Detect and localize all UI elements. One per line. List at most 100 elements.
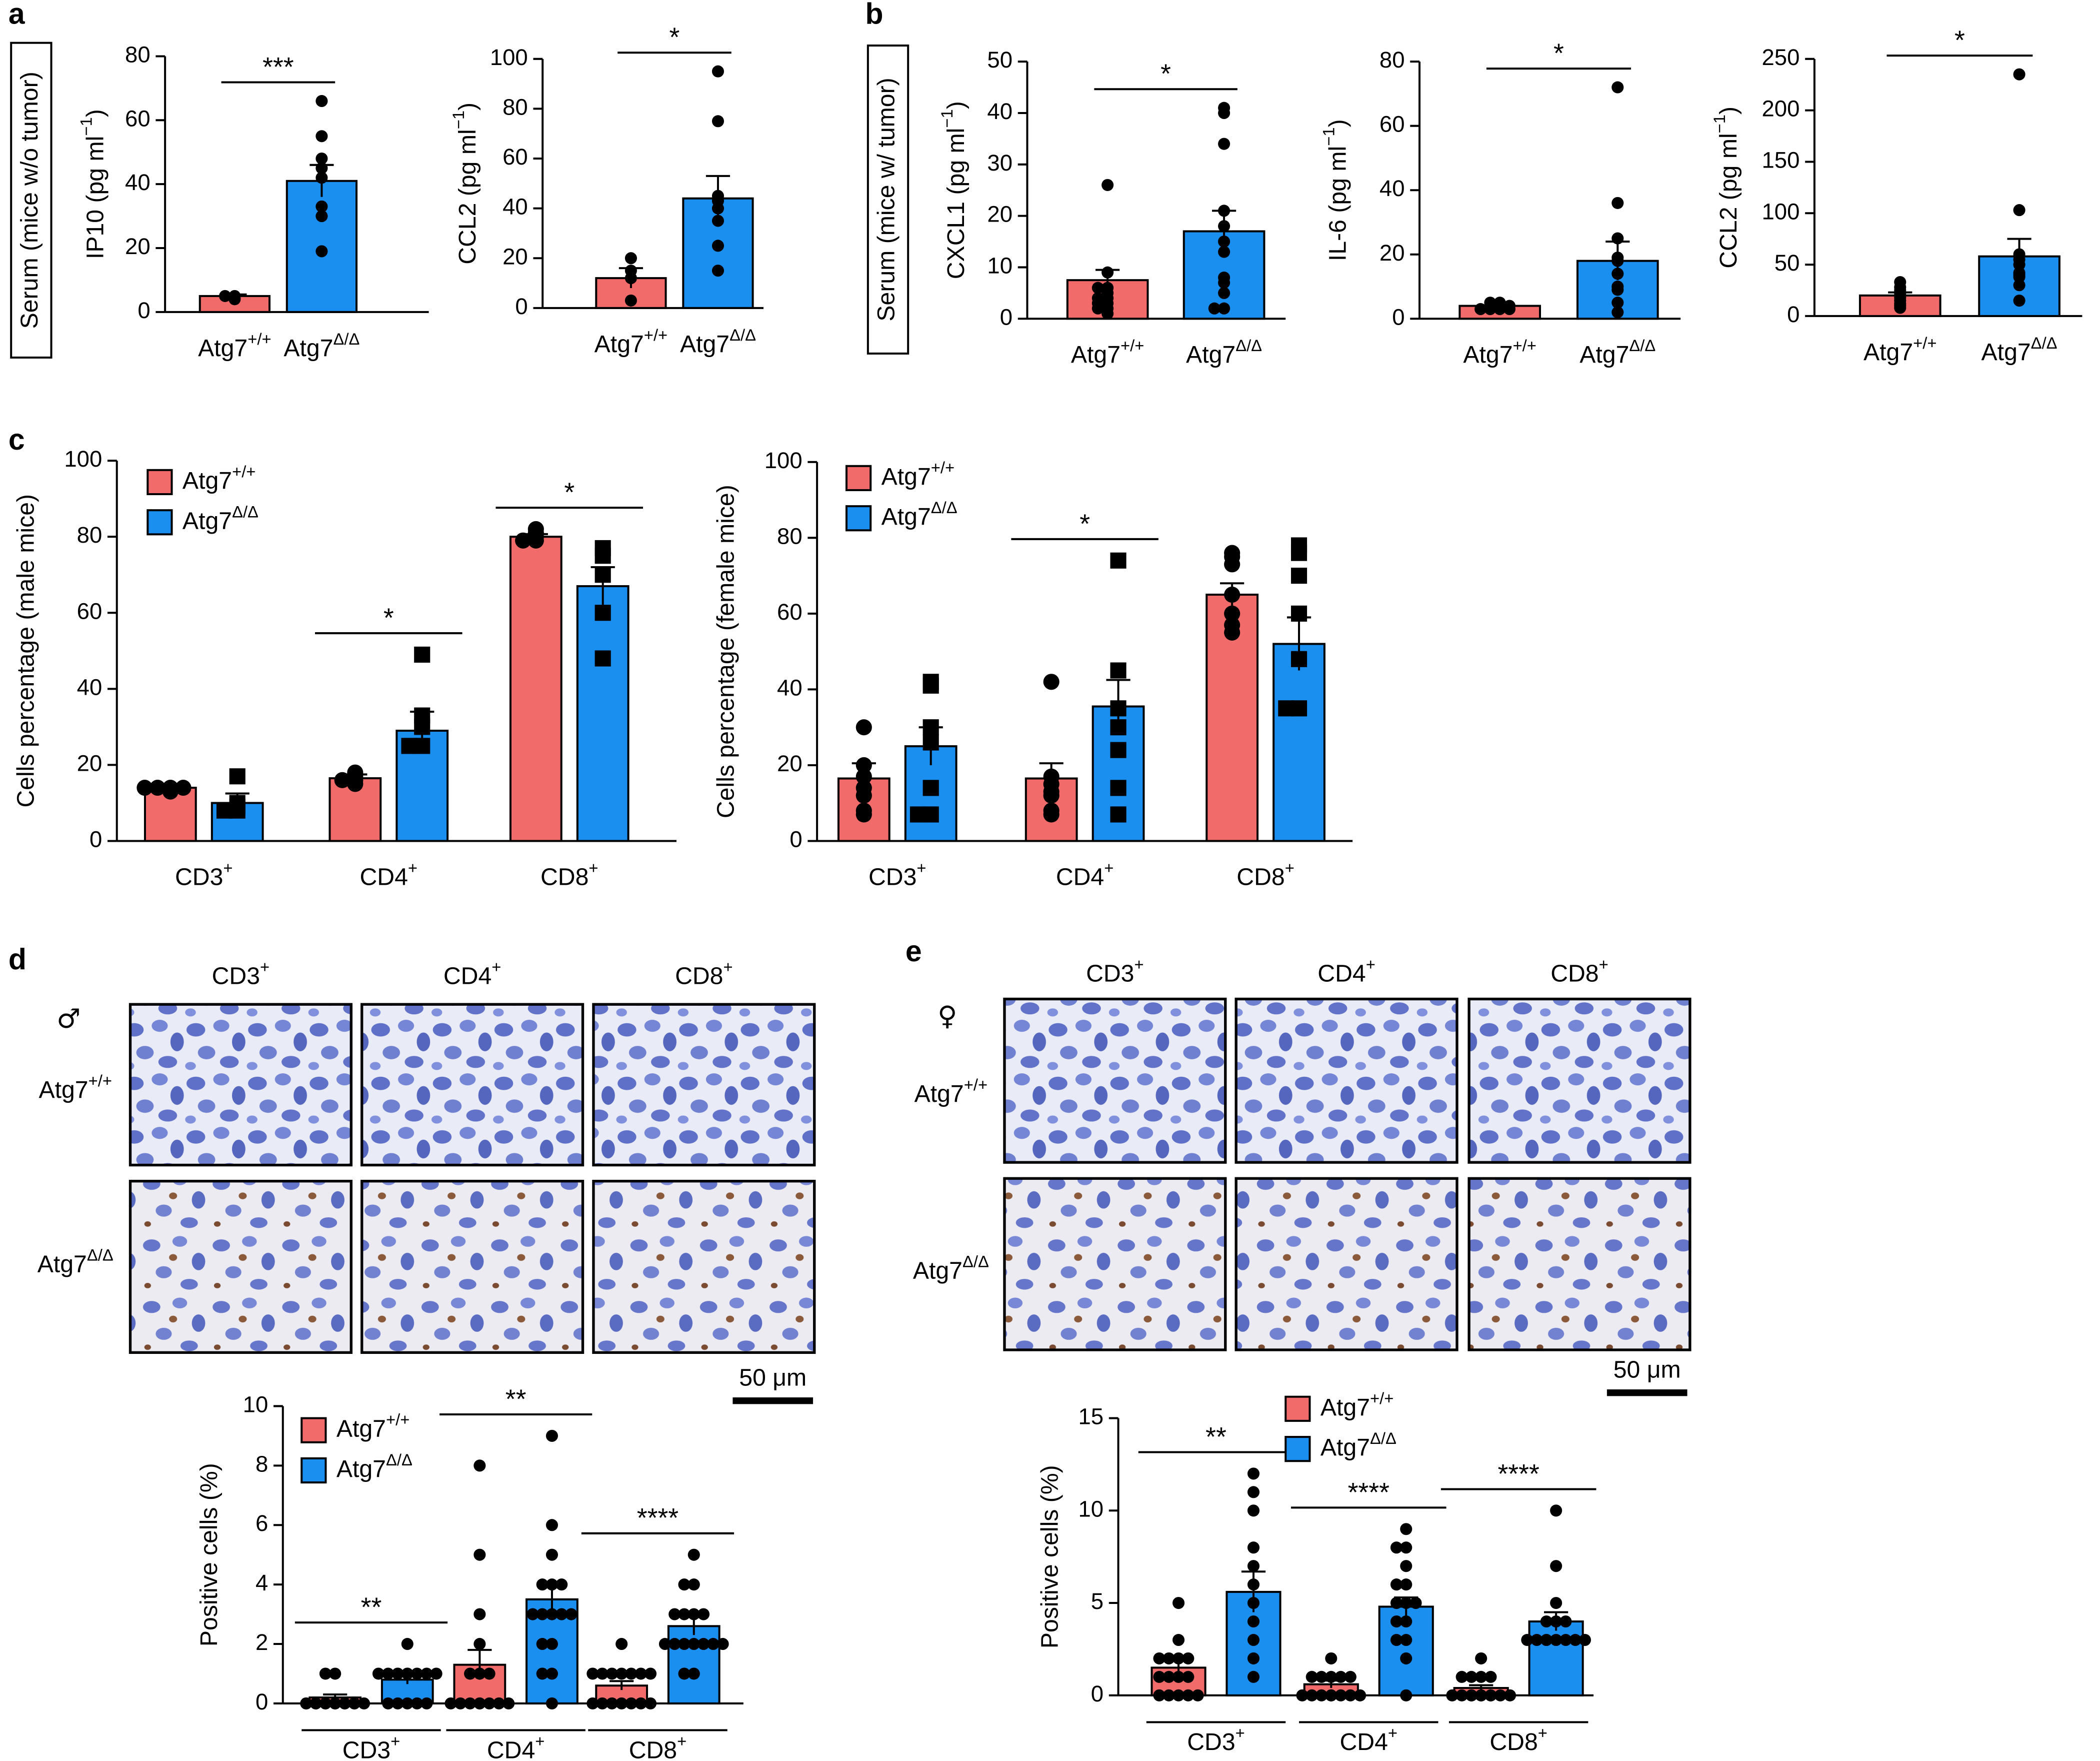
x-tick-label-text: Atg7 [1580, 341, 1629, 368]
y-tick-label: 60 [502, 144, 528, 170]
data-point [1344, 1670, 1356, 1683]
data-point [410, 1667, 424, 1680]
significance-label: * [1954, 26, 1965, 56]
panel-label: c [8, 424, 25, 456]
x-tick-label-text: Atg7 [198, 335, 248, 362]
data-point [1446, 1689, 1458, 1701]
legend-swatch [300, 1417, 327, 1443]
data-point [606, 1667, 618, 1680]
data-point [712, 65, 724, 78]
micrograph [1003, 1177, 1227, 1351]
serum-box [10, 42, 52, 359]
data-point [1400, 1633, 1412, 1646]
data-point [856, 719, 872, 736]
x-tick-label-text: CD4 [360, 863, 408, 890]
data-point [1247, 1467, 1260, 1480]
data-point [1110, 806, 1126, 823]
legend-swatch [1284, 1436, 1311, 1462]
data-point [1247, 1615, 1260, 1628]
x-tick-label: Atg7+/+ [1864, 334, 1937, 366]
x-tick-label-text: Atg7 [594, 331, 644, 358]
data-point [1894, 302, 1906, 314]
data-point [1400, 1523, 1412, 1535]
x-tick-label: CD8+ [1236, 859, 1294, 891]
data-point [1484, 1670, 1497, 1683]
y-tick-label: 100 [764, 448, 802, 473]
x-tick-label: CD8+ [540, 859, 598, 891]
data-point [644, 1697, 657, 1709]
data-point [382, 1697, 394, 1709]
y-tick-label: 10 [1078, 1496, 1104, 1521]
x-tick-label-text: CD3 [175, 863, 223, 890]
legend-label-text: Atg7 [182, 507, 232, 534]
micrograph [360, 1179, 584, 1354]
data-point [430, 1667, 442, 1680]
significance-label: ** [361, 1593, 382, 1622]
data-point [712, 240, 724, 252]
column-label-sup: + [723, 958, 732, 976]
x-tick-label: Atg7Δ/Δ [1580, 336, 1656, 368]
y-axis-label-text: Cells percentage (female mice) [712, 485, 739, 818]
y-tick-label: 50 [1774, 250, 1800, 276]
data-point [1475, 1670, 1488, 1683]
data-point [310, 1697, 322, 1709]
data-point [1153, 1652, 1166, 1664]
data-point [1503, 303, 1516, 316]
y-axis-label-sup: −1 [449, 111, 468, 129]
x-tick-label-sup: + [535, 1731, 544, 1750]
data-point [1400, 1560, 1412, 1572]
y-axis-label: Cells percentage (female mice) [712, 485, 739, 818]
y-tick-label: 0 [138, 298, 150, 323]
data-point [688, 1608, 700, 1620]
x-tick-label-text: CD3 [342, 1736, 390, 1761]
micrograph [1468, 997, 1692, 1164]
y-tick-label: 60 [77, 598, 102, 624]
data-point [922, 780, 939, 796]
data-point [229, 768, 246, 785]
data-point [216, 802, 233, 819]
data-point [536, 1637, 548, 1650]
data-point [697, 1637, 710, 1650]
y-axis-label: Positive cells (%) [196, 1463, 222, 1646]
micrograph [1234, 997, 1458, 1164]
data-point [856, 806, 872, 823]
legend-swatch [146, 509, 173, 536]
data-point [1208, 302, 1220, 315]
data-point [1325, 1652, 1338, 1664]
serum-label: Serum (mice w/ tumor) [873, 78, 900, 321]
x-tick-label: CD3+ [868, 859, 926, 891]
data-point [1102, 179, 1114, 191]
x-tick-label: CD4+ [1340, 1723, 1398, 1755]
data-point [594, 567, 611, 583]
data-point [1182, 1652, 1194, 1664]
column-label-text: CD4 [444, 962, 492, 989]
x-tick-label-sup: + [1236, 1723, 1245, 1742]
data-point [856, 768, 872, 785]
data-point [1172, 1652, 1185, 1664]
data-point [1218, 277, 1230, 289]
y-tick-label: 20 [125, 234, 150, 259]
data-point [678, 1608, 690, 1620]
y-axis-label-text: IL-6 (pg ml [1324, 146, 1351, 261]
significance-label: * [384, 603, 394, 633]
y-tick-label: 80 [502, 94, 528, 120]
data-point [1484, 303, 1496, 316]
data-point [1110, 700, 1126, 717]
x-tick-label: CD8+ [1490, 1723, 1548, 1755]
data-point [347, 768, 364, 785]
data-point [502, 1697, 515, 1709]
data-point [1325, 1670, 1338, 1683]
significance-label: * [1080, 509, 1090, 539]
data-point [1354, 1689, 1366, 1701]
legend-label-sup: +/+ [386, 1410, 410, 1429]
data-point [1560, 1615, 1572, 1628]
data-point [1410, 1596, 1422, 1609]
y-tick-label: 40 [125, 170, 150, 195]
y-tick-label: 0 [1787, 302, 1800, 327]
data-point [401, 1697, 414, 1709]
data-point [658, 1637, 671, 1650]
data-point [1218, 220, 1230, 233]
data-point [316, 210, 328, 223]
data-point [1504, 1689, 1516, 1701]
column-label-sup: + [1366, 955, 1376, 973]
